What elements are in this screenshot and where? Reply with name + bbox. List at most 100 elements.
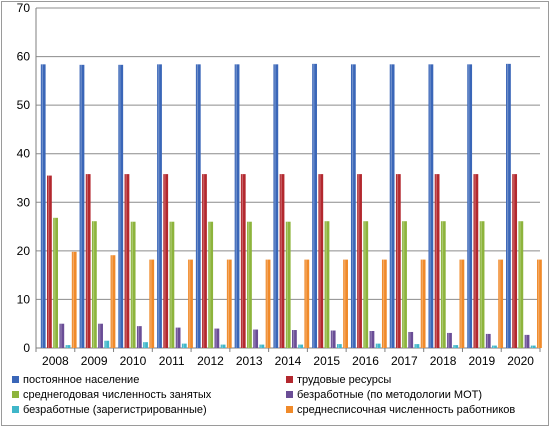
bar-highlight (92, 221, 95, 348)
x-tick-labels: 2008 2009 2010 2011 2012 2013 2014 2015 2016 2017… (42, 354, 534, 368)
bar (79, 64, 85, 349)
bar (202, 174, 207, 348)
bar-highlight (66, 345, 68, 348)
x-tick-label: 2018 (430, 354, 457, 368)
x-tick-label: 2019 (468, 354, 495, 368)
bar-highlight (331, 330, 333, 348)
bar-highlight (60, 323, 62, 348)
bar-highlight (370, 331, 372, 348)
bar-highlight (460, 259, 462, 348)
bar-highlight (105, 340, 107, 348)
legend-label: постоянное население (23, 374, 139, 386)
bar-highlight (280, 174, 282, 348)
bar-highlight (248, 221, 250, 348)
bar-highlight (48, 175, 50, 348)
bar (226, 259, 232, 348)
y-tick-label: 40 (17, 147, 31, 161)
legend-swatch (12, 391, 19, 398)
bar-highlight (486, 333, 489, 348)
bar (485, 333, 491, 348)
y-tick-label: 50 (17, 98, 31, 112)
bar-highlight (209, 221, 211, 348)
bar-highlight (351, 64, 354, 348)
bar-highlight (80, 64, 82, 349)
bar (169, 221, 175, 348)
legend-entry: среднесписочная численность работников (286, 404, 515, 416)
bar (447, 332, 452, 348)
bar-highlight (203, 174, 205, 348)
y-tick-label: 10 (17, 292, 31, 306)
bar-highlight (170, 221, 172, 348)
bar (71, 251, 77, 348)
y-tick-labels: 0 10 20 30 40 50 60 70 (17, 2, 31, 355)
bar (343, 259, 348, 348)
legend-swatch (12, 406, 19, 413)
bar (53, 217, 58, 348)
bar (498, 259, 504, 348)
bar (479, 221, 485, 348)
bar-highlight (72, 251, 74, 348)
bar-highlight (531, 345, 534, 348)
bar (467, 64, 473, 348)
bar-highlight (221, 344, 223, 348)
bar-highlight (266, 259, 268, 348)
x-tick-label: 2020 (507, 354, 534, 368)
bar (253, 329, 259, 348)
bar (47, 175, 52, 348)
bar-highlight (415, 344, 417, 348)
bar (59, 323, 65, 348)
bar (363, 221, 369, 348)
bar-highlight (137, 326, 140, 348)
bar-highlight (390, 64, 392, 348)
legend-entry: трудовые ресурсы (286, 374, 391, 386)
bar (440, 221, 446, 348)
bar-highlight (396, 174, 399, 348)
bar (234, 64, 240, 348)
bar (512, 174, 518, 348)
bar-highlight (382, 259, 385, 348)
bar (414, 344, 420, 348)
bar-highlight (441, 221, 444, 348)
bar (157, 64, 162, 348)
bar-highlight (337, 344, 340, 348)
bar (395, 174, 401, 348)
bar-highlight (299, 344, 301, 348)
bar (136, 326, 142, 348)
bar (143, 342, 148, 348)
bar (537, 259, 542, 348)
bar (118, 64, 124, 349)
bar-highlight (182, 343, 185, 348)
bar (220, 344, 226, 348)
legend-entry: среднегодовая численность занятых (12, 389, 212, 401)
bar-highlight (409, 331, 411, 348)
bar-highlight (493, 345, 495, 348)
bar-highlight (164, 174, 166, 348)
bar-highlight (448, 332, 450, 348)
legend-label: безработные (по методологии МОТ) (297, 389, 482, 401)
legend-swatch (12, 376, 19, 383)
bar-highlight (158, 64, 160, 348)
y-tick-label: 0 (23, 341, 30, 355)
legend-label: безработные (зарегистрированные) (23, 404, 207, 416)
legend-swatch (286, 406, 293, 413)
bar-highlight (364, 221, 366, 348)
bar (175, 327, 181, 348)
bar-highlight (293, 330, 295, 348)
bar (402, 221, 407, 348)
bar (104, 340, 110, 348)
bar-highlight (41, 64, 43, 348)
bar-highlight (111, 255, 113, 348)
bar-highlight (241, 174, 244, 348)
bar-highlight (468, 64, 470, 348)
bar-highlight (86, 174, 88, 348)
bar-highlight (507, 63, 509, 348)
x-tick-label: 2013 (236, 354, 263, 368)
bar (285, 221, 291, 348)
y-tick-label: 60 (17, 50, 31, 64)
y-tick-label: 70 (17, 2, 31, 15)
bar-highlight (119, 64, 121, 349)
bar-highlight (189, 259, 191, 348)
bar (369, 331, 375, 348)
